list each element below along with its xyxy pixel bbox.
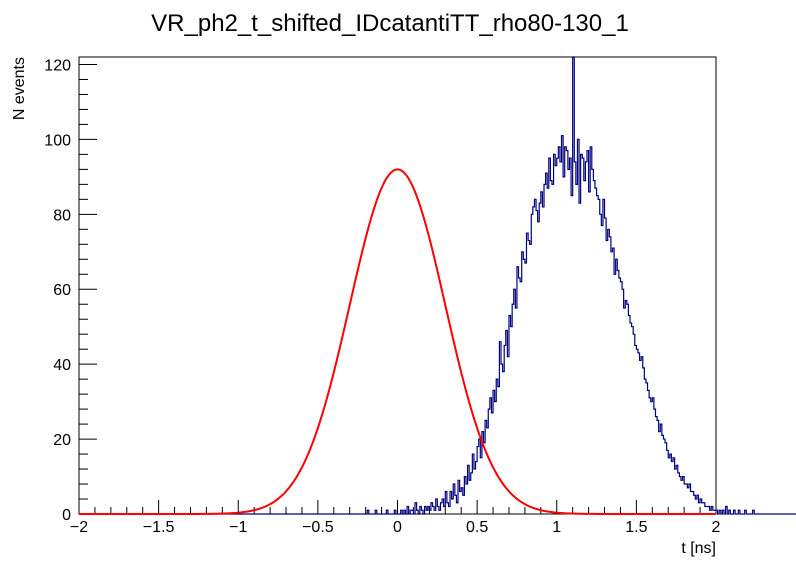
gaussian-fit-curve — [79, 168, 716, 515]
y-tick-label: 120 — [44, 57, 71, 74]
y-tick-label: 80 — [53, 207, 71, 224]
x-tick-label: −0.5 — [302, 519, 334, 536]
x-axis-ticks — [78, 500, 717, 514]
x-tick-label: 0 — [393, 519, 402, 536]
x-tick-label: 1.5 — [625, 519, 647, 536]
histogram-series — [79, 56, 796, 515]
x-axis-tick-labels: −2 −1.5 −1 −0.5 0 0.5 1 1.5 2 — [70, 519, 721, 536]
y-axis-tick-labels: 0 20 40 60 80 100 120 — [44, 57, 71, 524]
x-tick-label: −2 — [70, 519, 88, 536]
x-tick-label: −1 — [229, 519, 247, 536]
y-axis-ticks — [79, 63, 97, 515]
x-tick-label: 1 — [552, 519, 561, 536]
y-axis-label: N events — [11, 57, 28, 120]
x-tick-label: 2 — [712, 519, 721, 536]
y-tick-label: 100 — [44, 132, 71, 149]
y-tick-label: 20 — [53, 432, 71, 449]
y-tick-label: 40 — [53, 357, 71, 374]
y-tick-label: 60 — [53, 282, 71, 299]
plot-frame — [78, 56, 717, 515]
x-axis-label: t [ns] — [681, 540, 716, 557]
y-tick-label: 0 — [62, 507, 71, 524]
chart-title: VR_ph2_t_shifted_IDcatantiTT_rho80-130_1 — [151, 10, 629, 37]
x-tick-label: −1.5 — [143, 519, 175, 536]
x-tick-label: 0.5 — [466, 519, 488, 536]
